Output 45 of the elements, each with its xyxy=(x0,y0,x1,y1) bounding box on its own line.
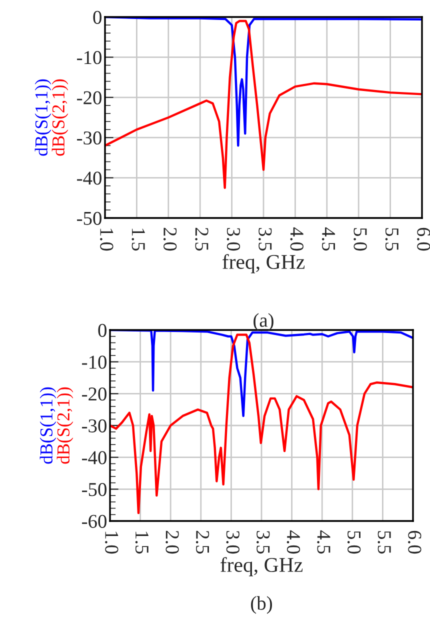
x-tick-label: 1.0 xyxy=(100,228,114,251)
x-tick-label: 3.0 xyxy=(226,530,240,554)
x-tick-label: 3.5 xyxy=(256,530,270,554)
x-tick-label: 2.0 xyxy=(166,530,179,554)
x-tick-label: 2.5 xyxy=(196,530,210,554)
x-tick-label: 5.5 xyxy=(378,531,391,554)
y-tick-label: -60 xyxy=(82,514,106,528)
y-tick-label: -10 xyxy=(82,356,106,369)
y-tick-label: -30 xyxy=(77,131,102,145)
line-series xyxy=(110,334,413,514)
x-tick-label: 4.5 xyxy=(322,227,336,251)
annotation: (a) xyxy=(254,313,274,331)
x-tick-label: 5.5 xyxy=(385,228,398,251)
y-tick-label: -20 xyxy=(77,91,102,104)
text: (b) xyxy=(251,596,272,614)
y-tick-label: 0 xyxy=(98,324,106,337)
text: dB(S(1,1)) xyxy=(40,387,56,464)
y-tick-label: 0 xyxy=(93,10,102,24)
x-tick-label: 3.0 xyxy=(226,228,240,251)
y-tick-label: -10 xyxy=(77,51,102,64)
x-tick-label: 6.0 xyxy=(408,530,422,554)
text: dB(S(2,1)) xyxy=(52,79,68,156)
y-tick-label: -30 xyxy=(82,419,106,432)
x-tick-label: 1.0 xyxy=(105,532,118,554)
x-tick-label: 2.5 xyxy=(195,228,208,251)
text: dB(S(2,1)) xyxy=(56,387,74,464)
x-tick-label: 2.0 xyxy=(163,228,177,251)
x-tick-label: 4.5 xyxy=(317,530,330,554)
x-axis-title: freq, GHz xyxy=(222,254,305,274)
x-tick-label: 4.0 xyxy=(286,530,300,554)
x-axis-title: freq, GHz xyxy=(220,557,303,576)
y-tick-label: -50 xyxy=(77,212,102,225)
y-tick-label: -50 xyxy=(82,482,106,496)
line-series xyxy=(105,20,422,189)
x-tick-label: 1.5 xyxy=(135,532,148,554)
x-tick-label: 5.0 xyxy=(347,531,361,554)
x-tick-label: 3.5 xyxy=(258,228,272,251)
x-tick-label: 5.0 xyxy=(354,228,367,251)
y-tick-label: -20 xyxy=(82,387,106,401)
y-tick-label: -40 xyxy=(77,172,102,185)
x-tick-label: 1.5 xyxy=(132,228,145,251)
x-tick-label: 6.0 xyxy=(417,228,430,251)
text: dB(S(1,1)) xyxy=(34,79,52,156)
y-tick-label: -40 xyxy=(82,451,106,464)
x-tick-label: 4.0 xyxy=(290,227,304,251)
